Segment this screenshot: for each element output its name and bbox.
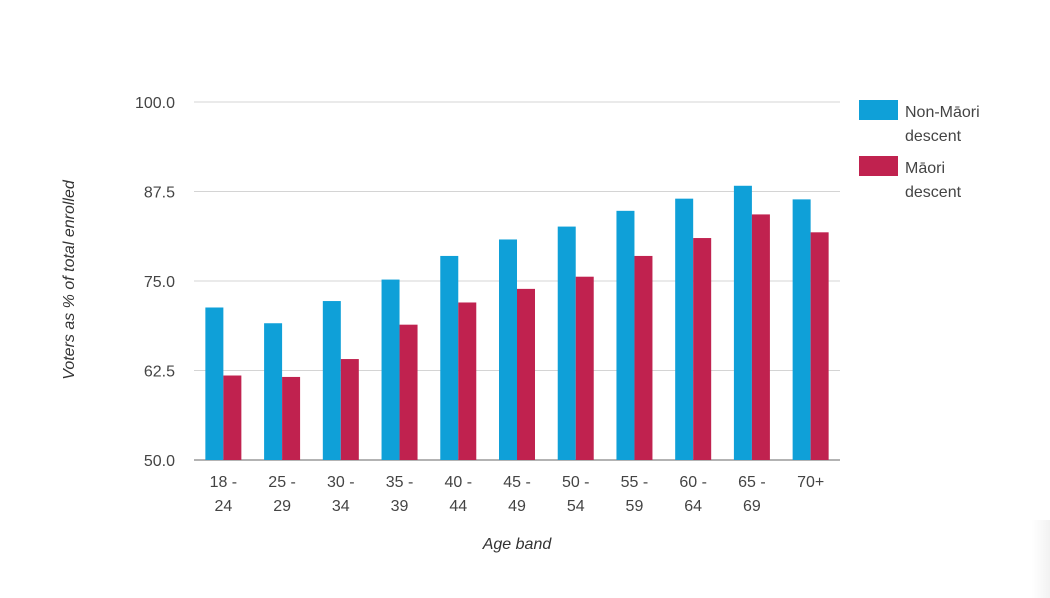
x-tick-label: 65 -69 xyxy=(738,474,766,515)
bar-maori xyxy=(340,359,359,460)
y-axis-title: Voters as % of total enrolled xyxy=(61,179,78,380)
y-tick-label: 100.0 xyxy=(135,95,175,112)
bar-non-maori xyxy=(381,279,400,460)
bar-maori xyxy=(575,276,594,460)
bar-maori xyxy=(810,232,829,460)
legend-label-maori: Māori descent xyxy=(905,160,962,201)
bar-maori xyxy=(458,302,477,460)
bar-non-maori xyxy=(675,198,694,460)
bar-maori xyxy=(751,214,770,460)
bar-maori xyxy=(282,376,301,460)
bar-non-maori xyxy=(322,301,341,460)
bar-maori xyxy=(693,238,712,460)
bar-non-maori xyxy=(733,185,752,460)
x-axis-title: Age band xyxy=(482,536,553,553)
bar-maori xyxy=(399,324,418,460)
x-axis-tick-labels: 18 -24 25 -29 30 -34 35 -39 40 -44 45 -49 50 -… xyxy=(210,474,825,515)
x-tick-label: 50 -54 xyxy=(562,474,590,515)
bar-non-maori xyxy=(440,255,459,460)
y-tick-label: 50.0 xyxy=(144,453,175,470)
bar-non-maori xyxy=(616,210,635,460)
y-tick-label: 75.0 xyxy=(144,274,175,291)
x-tick-label: 25 -29 xyxy=(268,474,296,515)
bar-maori xyxy=(517,288,535,460)
legend-label-non-maori: Non-Māori descent xyxy=(905,104,980,145)
legend-swatch-non-maori xyxy=(859,100,898,120)
bar-non-maori xyxy=(557,226,576,460)
edge-shade xyxy=(1032,520,1050,598)
bar-non-maori xyxy=(205,307,224,460)
x-tick-label: 45 -49 xyxy=(503,474,531,515)
x-tick-label: 60 -64 xyxy=(679,474,707,515)
x-tick-label: 18 -24 xyxy=(210,474,238,515)
x-tick-label: 55 -59 xyxy=(621,474,649,515)
x-tick-label: 35 -39 xyxy=(386,474,414,515)
legend: Non-Māori descent Māori descent xyxy=(859,100,980,201)
y-tick-label: 62.5 xyxy=(144,364,175,381)
x-tick-label: 30 -34 xyxy=(327,474,355,515)
bar-maori xyxy=(634,255,653,460)
bar-non-maori xyxy=(264,323,283,460)
bar-maori xyxy=(223,375,242,460)
y-tick-label: 87.5 xyxy=(144,185,175,202)
y-axis-tick-labels: 50.0 62.5 75.0 87.5 100.0 xyxy=(135,95,175,470)
bars xyxy=(205,185,829,460)
bar-non-maori xyxy=(792,199,811,460)
x-tick-label: 70+ xyxy=(797,474,824,491)
x-tick-label: 40 -44 xyxy=(444,474,472,515)
legend-swatch-maori xyxy=(859,156,898,176)
bar-non-maori xyxy=(499,239,517,460)
